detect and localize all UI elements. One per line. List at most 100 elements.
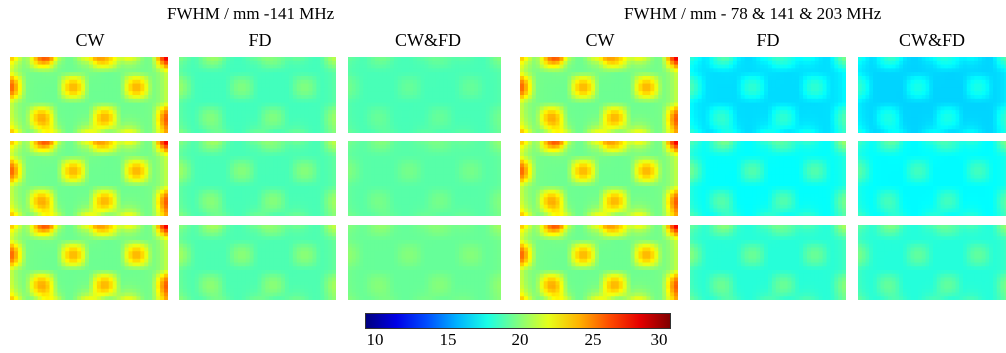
heatmap-cell — [49, 193, 55, 198]
heatmap-cell — [73, 60, 78, 66]
heatmap-cell — [320, 152, 325, 157]
heatmap-cell — [206, 95, 211, 100]
heatmap-cell — [21, 285, 27, 290]
heatmap-cell — [140, 266, 145, 271]
heatmap-cell — [182, 117, 188, 123]
heatmap-cell — [112, 79, 118, 85]
heatmap-cell — [186, 125, 192, 130]
heatmap-cell — [73, 186, 78, 191]
heatmap-cell — [277, 159, 282, 165]
heatmap-cell — [10, 236, 15, 241]
heatmap-cell — [179, 266, 184, 271]
heatmap-cell — [210, 102, 215, 107]
heatmap-cell — [85, 156, 90, 161]
heatmap-cell — [222, 57, 227, 62]
heatmap-cell — [186, 141, 192, 146]
heatmap-cell — [132, 148, 137, 153]
heatmap-cell — [206, 240, 211, 245]
heatmap-cell — [61, 285, 66, 290]
heatmap-cell — [13, 163, 19, 168]
heatmap-panel-1 — [10, 57, 168, 133]
heatmap-cell — [214, 281, 219, 286]
heatmap-cell — [186, 129, 192, 133]
heatmap-cell — [73, 110, 78, 115]
heatmap-cell — [108, 292, 114, 297]
heatmap-cell — [73, 68, 78, 73]
heatmap-cell — [265, 117, 270, 123]
heatmap-cell — [120, 201, 126, 206]
heatmap-cell — [253, 117, 259, 123]
heatmap-cell — [13, 114, 19, 119]
heatmap-cell — [164, 83, 168, 88]
heatmap-cell — [61, 83, 66, 88]
heatmap-cell — [186, 106, 192, 111]
heatmap-cell — [89, 212, 94, 216]
heatmap-cell — [300, 87, 306, 92]
heatmap-cell — [81, 110, 86, 115]
heatmap-cell — [304, 91, 310, 96]
heatmap-cell — [112, 266, 118, 271]
heatmap-cell — [316, 148, 321, 153]
heatmap-cell — [17, 204, 23, 210]
heatmap-cell — [53, 182, 58, 187]
heatmap-cell — [324, 262, 329, 267]
heatmap-cell — [85, 247, 90, 252]
heatmap-cell — [25, 189, 31, 195]
heatmap-cell — [316, 251, 321, 256]
heatmap-cell — [108, 163, 114, 168]
heatmap-cell — [45, 129, 51, 133]
heatmap-cell — [210, 178, 215, 183]
heatmap-cell — [33, 174, 39, 180]
heatmap-cell — [186, 144, 192, 150]
heatmap-cell — [96, 106, 102, 111]
heatmap-cell — [218, 76, 223, 81]
heatmap-cell — [292, 178, 298, 183]
heatmap-cell — [65, 247, 70, 252]
heatmap-cell — [164, 281, 168, 286]
heatmap-cell — [148, 258, 153, 264]
heatmap-cell — [206, 144, 211, 150]
heatmap-cell — [96, 251, 102, 256]
heatmap-cell — [49, 292, 55, 297]
heatmap-cell — [288, 152, 294, 157]
heatmap-cell — [312, 266, 317, 271]
heatmap-cell — [320, 189, 325, 195]
heatmap-cell — [17, 144, 23, 150]
group-title-2: FWHM / mm - 78 & 141 & 203 MHz — [624, 4, 882, 23]
heatmap-cell — [96, 292, 102, 297]
heatmap-cell — [179, 171, 184, 176]
heatmap-cell — [128, 189, 134, 195]
heatmap-cell — [265, 106, 270, 111]
heatmap-cell — [156, 243, 161, 249]
heatmap-cell — [120, 225, 126, 230]
heatmap-cell — [222, 258, 227, 264]
heatmap-cell — [89, 60, 94, 66]
heatmap-cell — [378, 64, 384, 69]
heatmap-cell — [61, 204, 66, 210]
heatmap-cell — [245, 152, 251, 157]
heatmap-cell — [77, 125, 82, 130]
heatmap-cell — [245, 156, 251, 161]
heatmap-cell — [73, 117, 78, 123]
heatmap-cell — [237, 117, 243, 123]
heatmap-cell — [226, 258, 231, 264]
heatmap-cell — [284, 72, 290, 77]
heatmap-cell — [25, 110, 31, 115]
heatmap-cell — [33, 236, 39, 241]
heatmap-cell — [81, 114, 86, 119]
heatmap-cell — [332, 262, 336, 267]
heatmap-cell — [116, 174, 122, 180]
heatmap-cell — [49, 277, 55, 282]
heatmap-cell — [120, 186, 126, 191]
heatmap-cell — [53, 159, 58, 165]
heatmap-cell — [382, 68, 387, 73]
heatmap-cell — [140, 159, 145, 165]
heatmap-cell — [296, 159, 302, 165]
heatmap-cell — [156, 225, 161, 230]
heatmap-cell — [253, 76, 259, 81]
heatmap-cell — [249, 163, 255, 168]
heatmap-cell — [420, 68, 426, 73]
heatmap-cell — [320, 270, 325, 275]
heatmap-cell — [249, 148, 255, 153]
heatmap-cell — [85, 266, 90, 271]
